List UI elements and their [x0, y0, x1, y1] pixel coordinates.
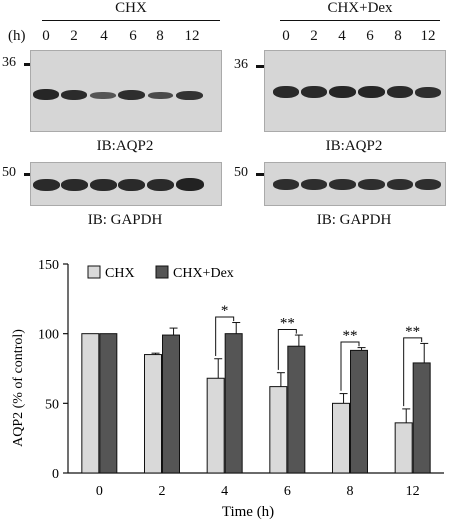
- legend-swatch: [87, 265, 101, 279]
- blot-band: [148, 92, 173, 99]
- blot-band: [118, 179, 145, 191]
- blot-band: [301, 179, 327, 190]
- mw-marker-label: 36: [234, 57, 248, 72]
- blot-band: [33, 179, 60, 191]
- group-title-chx: CHX: [115, 0, 147, 16]
- bar-chx: [206, 377, 225, 474]
- bar-chx-dex: [224, 333, 243, 474]
- significance-mark: **: [405, 324, 420, 340]
- lane-label: 12: [420, 28, 436, 44]
- lane-label: 6: [129, 28, 137, 44]
- x-tick-label: 12: [406, 484, 420, 499]
- y-tick-label: 150: [38, 258, 59, 273]
- bar-chx-dex: [350, 349, 368, 474]
- significance-bracket: [215, 316, 235, 356]
- blot-band: [358, 86, 385, 98]
- blot-band: [301, 86, 327, 98]
- significance-mark: *: [221, 303, 229, 319]
- blot-band: [273, 86, 299, 98]
- chart-legend: CHX CHX+Dex: [87, 265, 234, 281]
- lane-label: 0: [42, 28, 50, 44]
- blot-band: [118, 90, 145, 100]
- x-tick-label: 4: [221, 484, 228, 499]
- mw-marker-label: 50: [234, 165, 248, 180]
- x-axis-label: Time (h): [222, 504, 274, 520]
- x-tick-label: 2: [159, 484, 166, 499]
- ib-label-gapdh-chx-dex: IB: GAPDH: [316, 212, 392, 228]
- lane-label: 6: [366, 28, 374, 44]
- blot-band: [176, 178, 204, 191]
- mw-marker-tick: [256, 173, 265, 176]
- blot-band: [329, 86, 356, 98]
- y-tick-label: 50: [45, 397, 59, 412]
- ib-label-aqp2-chx-dex: IB:AQP2: [325, 138, 383, 154]
- bar-chx: [144, 354, 162, 474]
- lane-labels-chx-dex: 0 2 4 6 8 12: [0, 28, 454, 48]
- group-line-chx-dex: [280, 20, 440, 21]
- group-title-chx-dex: CHX+Dex: [327, 0, 393, 16]
- blot-band: [90, 179, 117, 191]
- bar-chx-dex: [287, 345, 306, 474]
- blot-band: [176, 91, 203, 100]
- lane-label: 8: [394, 28, 402, 44]
- blot-band: [147, 179, 174, 191]
- significance-mark: **: [280, 315, 295, 331]
- chart-axes: 0 50 100 150 0 2 4 6 8 12: [38, 258, 444, 499]
- lane-label: 4: [338, 28, 346, 44]
- blot-gapdh-chx-dex: [264, 162, 446, 206]
- blot-band: [415, 179, 441, 190]
- blot-band: [61, 90, 87, 100]
- blot-band: [61, 179, 88, 191]
- lane-label: 12: [184, 28, 200, 44]
- hours-label: (h): [8, 28, 26, 44]
- blot-band: [273, 179, 299, 190]
- chart-bars: ***** **: [81, 303, 431, 474]
- mw-marker-tick: [256, 65, 265, 68]
- significance-bracket: [277, 328, 297, 370]
- x-tick-label: 0: [96, 484, 103, 499]
- legend-label: CHX+Dex: [173, 266, 234, 281]
- lane-labels-chx: 0 2 4 6 8 12: [0, 28, 230, 48]
- bar-chx: [394, 422, 413, 474]
- mw-marker-label: 36: [2, 55, 16, 70]
- x-tick-label: 6: [284, 484, 291, 499]
- blot-band: [387, 86, 413, 98]
- significance-bracket: [403, 337, 423, 407]
- significance-bracket: [340, 341, 360, 391]
- blot-band: [415, 87, 441, 98]
- y-tick-label: 100: [38, 328, 59, 343]
- bar-chx: [269, 386, 288, 474]
- ib-label-gapdh-chx: IB: GAPDH: [87, 212, 163, 228]
- legend-label: CHX: [105, 266, 135, 281]
- lane-label: 8: [156, 28, 164, 44]
- bar-chx-dex: [412, 362, 431, 474]
- mw-marker-tick: [24, 63, 33, 66]
- y-tick-label: 0: [52, 467, 59, 482]
- bar-chx-dex: [162, 334, 180, 474]
- lane-label: 2: [310, 28, 318, 44]
- legend-swatch: [155, 265, 169, 279]
- mw-marker-tick: [24, 173, 33, 176]
- ib-label-aqp2-chx: IB:AQP2: [96, 138, 154, 154]
- blot-gapdh-chx: [30, 162, 222, 206]
- bar-chx: [332, 402, 350, 474]
- lane-label: 2: [70, 28, 78, 44]
- group-line-chx: [42, 20, 220, 21]
- blot-band: [33, 89, 59, 100]
- bar-chx-dex: [99, 333, 118, 474]
- blot-band: [358, 179, 385, 190]
- y-axis-label: AQP2 (% of control): [11, 329, 26, 447]
- mw-marker-label: 50: [2, 165, 16, 180]
- blot-aqp2-chx: [30, 50, 222, 132]
- blot-band: [90, 92, 116, 99]
- blot-band: [387, 179, 413, 190]
- x-tick-label: 8: [347, 484, 354, 499]
- significance-mark: **: [343, 328, 358, 344]
- blot-aqp2-chx-dex: [264, 50, 446, 132]
- lane-label: 4: [100, 28, 108, 44]
- bar-chx: [81, 333, 100, 474]
- lane-label: 0: [282, 28, 290, 44]
- blot-band: [329, 179, 356, 190]
